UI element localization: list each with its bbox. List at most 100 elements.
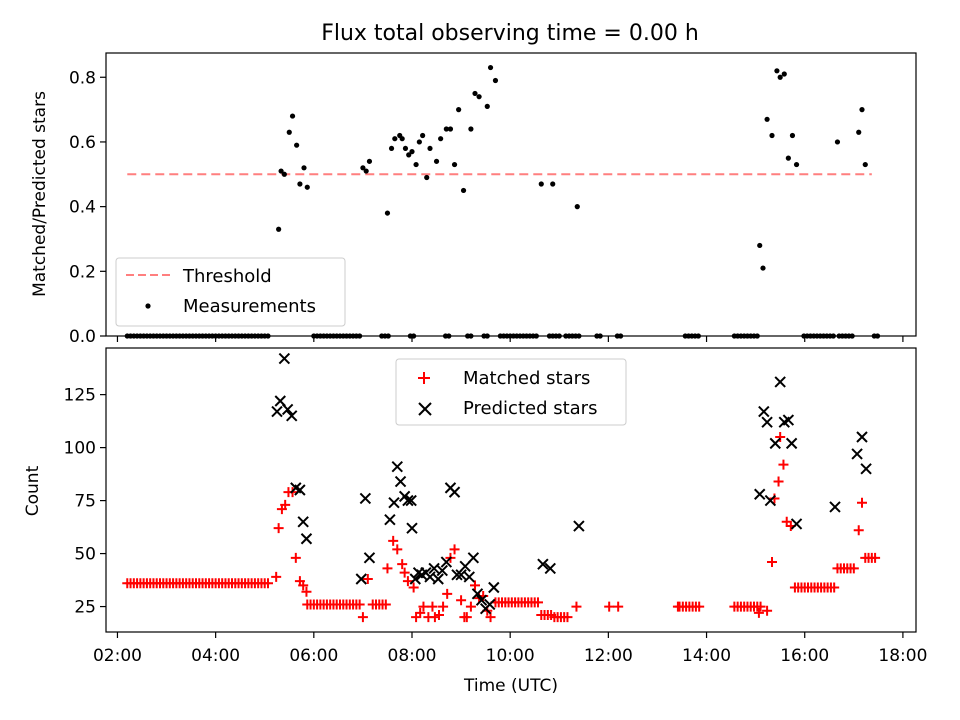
predicted-star-mark xyxy=(394,475,407,488)
measurement-point xyxy=(774,68,780,74)
top-legend-box xyxy=(115,257,346,327)
matched-star-mark xyxy=(465,601,476,612)
measurement-point xyxy=(618,333,624,339)
matched-star-mark xyxy=(604,601,615,612)
matched-star-mark xyxy=(418,601,429,612)
x-tick-label: 16:00 xyxy=(780,646,829,666)
measurement-point xyxy=(406,152,412,158)
measurement-point xyxy=(286,129,292,135)
predicted-star-mark xyxy=(286,410,298,422)
matched-star-mark xyxy=(461,612,472,623)
measurement-point xyxy=(538,181,544,187)
predicted-star-mark xyxy=(758,405,770,418)
measurement-point xyxy=(550,181,556,187)
predicted-star-mark xyxy=(782,414,795,426)
x-tick-label: 14:00 xyxy=(682,646,731,666)
top-y-ticks: 0.0 0.2 0.4 0.6 0.8 xyxy=(69,68,106,347)
predicted-star-mark xyxy=(488,581,500,594)
predicted-star-mark xyxy=(467,552,480,564)
predicted-star-mark xyxy=(463,571,475,583)
predicted-star-mark xyxy=(471,588,484,600)
measurement-point xyxy=(360,165,366,171)
matched-star-mark xyxy=(382,563,393,574)
predicted-star-mark xyxy=(402,494,414,507)
matched-star-mark xyxy=(402,576,413,587)
measurement-point xyxy=(764,116,770,122)
matched-legend-swatch xyxy=(418,372,430,384)
measurement-point xyxy=(424,174,430,181)
predicted-star-mark xyxy=(278,352,291,365)
matched-star-mark xyxy=(392,544,403,555)
matched-star-mark xyxy=(829,582,840,593)
predicted-star-mark xyxy=(761,416,773,428)
predicted-star-mark xyxy=(573,520,585,532)
bottom-x-axis-label: Time (UTC) xyxy=(463,676,558,696)
matched-star-mark xyxy=(397,559,408,570)
matched-legend-label: Matched stars xyxy=(463,368,590,389)
predicted-star-mark xyxy=(851,448,863,460)
matched-star-mark xyxy=(762,605,773,616)
matched-star-mark xyxy=(442,588,453,599)
measurement-point xyxy=(856,129,862,135)
matched-star-mark xyxy=(775,432,786,443)
measurement-point xyxy=(416,139,422,145)
predicted-star-mark xyxy=(409,573,421,585)
predicted-star-mark xyxy=(294,484,306,496)
matched-star-mark xyxy=(298,580,309,591)
x-tick-label: 12:00 xyxy=(584,646,633,666)
matched-star-mark xyxy=(857,497,867,508)
matched-star-mark xyxy=(408,582,419,593)
top-panel-title: Flux total observing time = 0.00 h xyxy=(321,21,699,46)
predicted-star-mark xyxy=(388,497,400,509)
measurement-point xyxy=(785,155,791,161)
measurement-point xyxy=(874,333,881,339)
measurement-point xyxy=(289,113,296,119)
x-tick-label: 04:00 xyxy=(191,646,240,666)
matched-star-mark xyxy=(380,599,391,610)
predicted-legend-label: Predicted stars xyxy=(463,398,597,419)
measurement-point xyxy=(304,184,310,190)
measurement-point xyxy=(363,168,369,174)
measurement-point xyxy=(834,139,841,145)
predicted-star-mark xyxy=(271,405,283,418)
matched-star-mark xyxy=(753,607,764,618)
matched-star-mark xyxy=(870,552,881,563)
matched-star-mark xyxy=(562,612,573,623)
measurement-point xyxy=(487,64,494,71)
matched-star-mark xyxy=(290,552,301,563)
matched-star-mark xyxy=(694,601,705,612)
y-tick-label: 0.0 xyxy=(69,327,96,347)
predicted-star-mark xyxy=(769,437,781,450)
predicted-star-mark xyxy=(363,552,376,564)
bottom-legend: Matched stars Predicted stars xyxy=(395,358,627,426)
measurement-point xyxy=(472,90,478,97)
measurement-point xyxy=(413,161,419,168)
measurement-point xyxy=(301,165,307,171)
predicted-star-mark xyxy=(785,437,798,450)
measurement-point xyxy=(297,181,303,187)
predicted-star-mark xyxy=(355,573,367,585)
measurement-point xyxy=(385,333,391,339)
top-panel: Flux total observing time = 0.00 h 0.00.… xyxy=(30,21,917,347)
predicted-star-mark xyxy=(297,516,309,528)
predicted-star-mark xyxy=(432,573,444,585)
measurement-point xyxy=(438,136,444,142)
matched-star-mark xyxy=(399,567,410,578)
measurement-point xyxy=(556,333,562,339)
threshold-legend-label: Threshold xyxy=(182,266,272,287)
measurement-point xyxy=(830,333,836,339)
measurement-point xyxy=(446,333,452,339)
measurement-point xyxy=(427,145,433,152)
y-tick-label: 125 xyxy=(64,386,96,406)
y-tick-label: 0.4 xyxy=(69,198,96,218)
measurement-point xyxy=(357,333,363,339)
measurement-point xyxy=(384,210,391,216)
matched-star-mark xyxy=(773,476,784,487)
measurement-point xyxy=(366,158,373,164)
predicted-star-mark xyxy=(860,463,872,475)
predicted-star-mark xyxy=(300,533,313,545)
measurements-legend-swatch xyxy=(145,303,151,309)
measurement-point xyxy=(468,333,474,339)
measurement-point xyxy=(265,333,271,339)
